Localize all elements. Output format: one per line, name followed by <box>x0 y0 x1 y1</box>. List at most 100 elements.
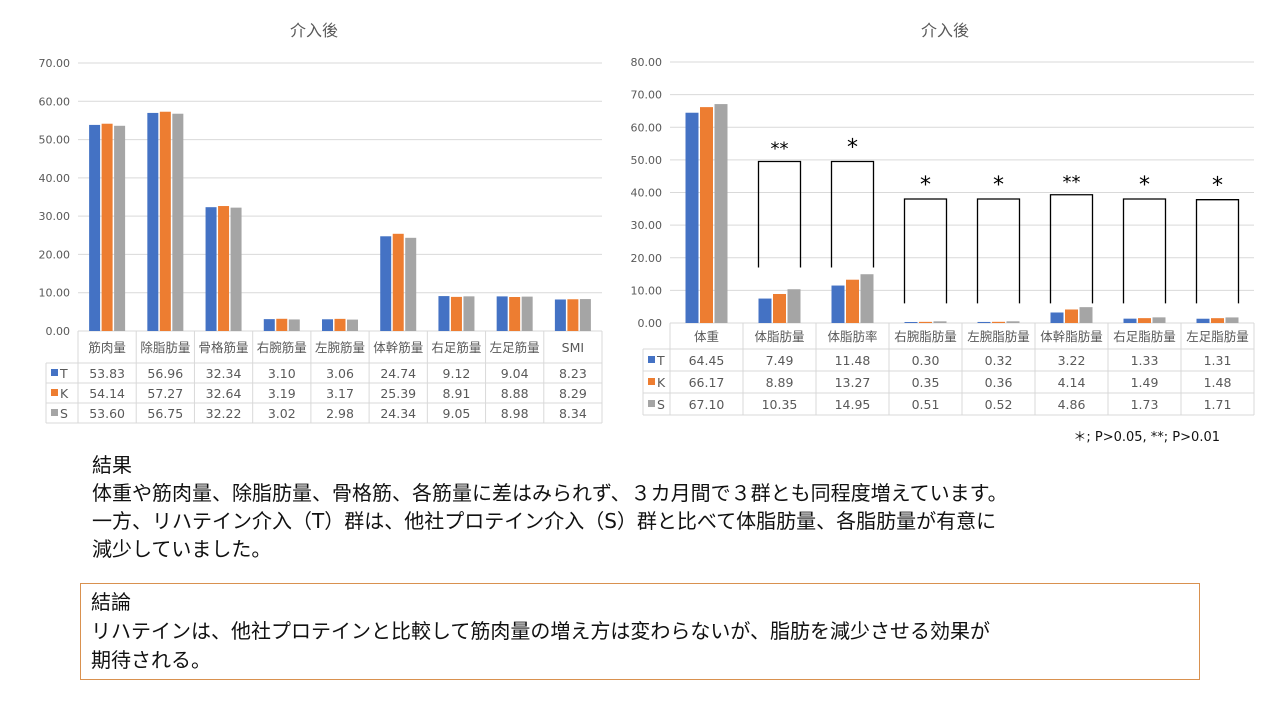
results-line: 一方、リハテイン介入（T）群は、他社プロテイン介入（S）群と比べて体脂肪量、各脂… <box>92 509 997 533</box>
legend-label: K <box>60 386 69 401</box>
bar-T-4 <box>977 321 991 323</box>
significance-bracket <box>903 198 948 304</box>
conclusion-line: 期待される。 <box>91 648 211 672</box>
bar-T-3 <box>904 322 918 323</box>
bar-T-6 <box>438 296 450 331</box>
category-label: 右足脂肪量 <box>1113 329 1176 344</box>
data-label: 4.14 <box>1058 375 1086 390</box>
y-tick-label: 60.00 <box>39 95 71 108</box>
bar-K-2 <box>218 206 230 331</box>
data-label: 56.75 <box>147 406 183 421</box>
y-tick-label: 70.00 <box>39 57 71 70</box>
data-label: 3.17 <box>326 386 354 401</box>
data-label: 8.91 <box>443 386 471 401</box>
category-label: 骨格筋量 <box>199 340 249 355</box>
legend-label: K <box>657 375 666 390</box>
data-label: 66.17 <box>689 375 725 390</box>
chart-body-composition-muscle: 介入後 0.00 10.00 20.00 30.00 40.00 50.00 60.00 70.… <box>39 21 603 424</box>
data-label: 32.64 <box>206 386 242 401</box>
data-label: 9.05 <box>443 406 471 421</box>
bar-K-6 <box>450 296 462 331</box>
data-label: 7.49 <box>766 353 794 368</box>
data-label: 10.35 <box>762 397 798 412</box>
conclusion-heading: 結論 <box>91 590 131 614</box>
legend-label: S <box>657 397 665 412</box>
data-label: 24.34 <box>380 406 416 421</box>
y-tick-label: 0.00 <box>46 325 71 338</box>
data-label: 64.45 <box>689 353 725 368</box>
bar-K-1 <box>773 293 786 323</box>
significance-marker: ** <box>771 139 789 160</box>
bar-S-2 <box>230 207 242 331</box>
chart-title: 介入後 <box>290 21 338 40</box>
bar-T-0 <box>89 124 101 332</box>
bar-S-3 <box>288 319 300 331</box>
bar-K-5 <box>392 233 404 331</box>
y-tick-label: 0.00 <box>638 317 663 330</box>
category-label: 左足筋量 <box>490 340 540 355</box>
category-label: 除脂肪量 <box>140 340 190 355</box>
data-label: 3.19 <box>268 386 296 401</box>
bar-S-6 <box>463 296 475 331</box>
data-label: 3.10 <box>268 366 296 381</box>
bar-K-0 <box>101 123 113 331</box>
data-label: 1.71 <box>1204 397 1232 412</box>
bar-K-3 <box>919 321 932 323</box>
category-label: 体脂肪率 <box>827 329 877 344</box>
category-label: 体脂肪量 <box>754 329 804 344</box>
data-label: 3.22 <box>1058 353 1086 368</box>
data-label: 3.06 <box>326 366 354 381</box>
legend-swatch-S <box>51 409 58 416</box>
data-label: 54.14 <box>89 386 125 401</box>
legend-swatch-S <box>648 400 655 407</box>
y-tick-label: 60.00 <box>631 121 663 134</box>
data-label: 53.83 <box>89 366 125 381</box>
bar-T-1 <box>147 112 159 332</box>
bar-S-7 <box>521 296 533 331</box>
category-label: 左足脂肪量 <box>1186 329 1249 344</box>
bar-T-7 <box>496 296 508 331</box>
data-label: 1.73 <box>1131 397 1159 412</box>
bar-K-5 <box>1065 309 1078 323</box>
data-label: 24.74 <box>380 366 416 381</box>
bar-T-8 <box>554 299 566 331</box>
y-tick-label: 40.00 <box>39 172 71 185</box>
category-label: 左腕脂肪量 <box>967 329 1030 344</box>
data-label: 0.30 <box>912 353 940 368</box>
data-label: 1.49 <box>1131 375 1159 390</box>
category-label: 右足筋量 <box>431 340 481 355</box>
data-label: 8.98 <box>501 406 529 421</box>
chart-body-composition-fat: 介入後 0.00 10.00 20.00 30.00 40.00 50.00 60.00 70.… <box>631 21 1255 445</box>
bar-K-7 <box>1211 318 1224 323</box>
y-tick-label: 30.00 <box>631 219 663 232</box>
legend-label: S <box>60 406 68 421</box>
y-tick-label: 20.00 <box>39 248 71 261</box>
bar-K-4 <box>334 318 346 331</box>
data-label: 53.60 <box>89 406 125 421</box>
significance-bracket <box>1195 199 1240 304</box>
bar-T-2 <box>205 207 217 331</box>
bar-S-5 <box>1079 307 1093 323</box>
legend-swatch-K <box>51 389 58 396</box>
bar-T-6 <box>1123 318 1137 323</box>
results-line: 体重や筋肉量、除脂肪量、骨格筋、各筋量に差はみられず、３カ月間で３群とも同程度増… <box>92 481 1008 505</box>
chart-title: 介入後 <box>921 21 969 40</box>
bar-S-8 <box>579 299 591 331</box>
data-label: 9.04 <box>501 366 529 381</box>
results-section: 結果 体重や筋肉量、除脂肪量、骨格筋、各筋量に差はみられず、３カ月間で３群とも同… <box>92 451 1008 563</box>
y-tick-label: 40.00 <box>631 187 663 200</box>
bar-K-1 <box>159 111 171 331</box>
significance-marker: * <box>920 173 931 198</box>
data-label: 0.36 <box>985 375 1013 390</box>
legend-swatch-K <box>648 378 655 385</box>
bar-S-1 <box>787 289 801 323</box>
data-label: 8.89 <box>766 375 794 390</box>
y-tick-label: 50.00 <box>631 154 663 167</box>
significance-marker: * <box>1212 174 1223 199</box>
significance-footnote: ＊; P>0.05, **; P>0.01 <box>1073 430 1220 445</box>
bar-T-1 <box>758 298 772 323</box>
data-label: 32.22 <box>206 406 242 421</box>
category-label: 筋肉量 <box>88 340 126 355</box>
category-label: 右腕脂肪量 <box>894 329 957 344</box>
significance-bracket <box>1049 194 1094 304</box>
